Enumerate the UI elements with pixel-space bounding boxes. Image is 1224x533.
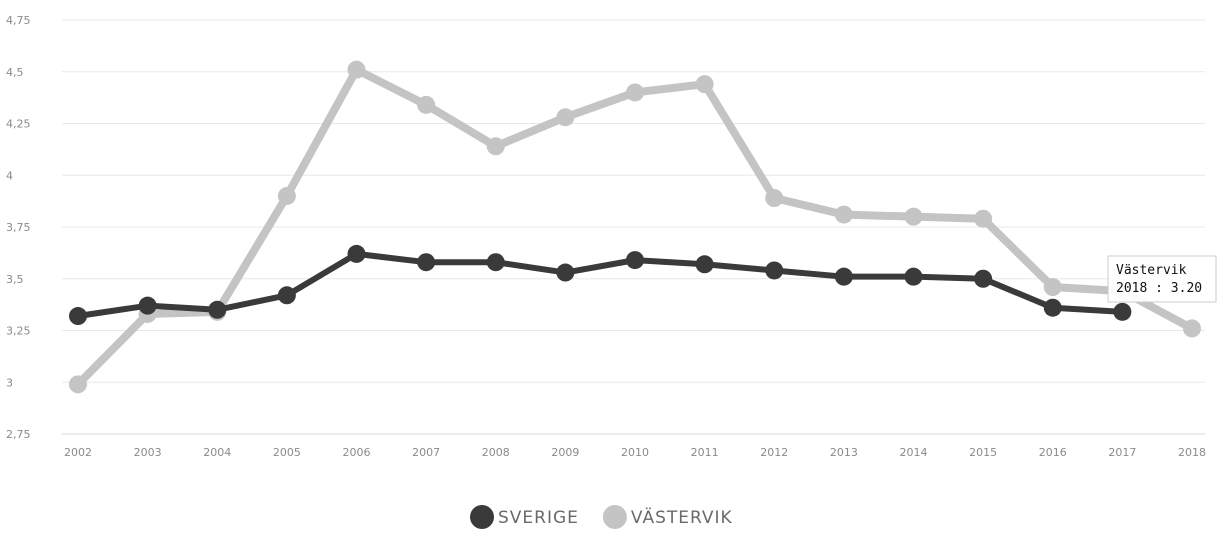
x-tick-label: 2005: [273, 446, 301, 459]
data-point[interactable]: [138, 296, 157, 315]
y-tick-label: 3,75: [6, 221, 31, 234]
legend-label: SVERIGE: [498, 508, 579, 528]
data-point[interactable]: [695, 255, 714, 274]
x-tick-label: 2018: [1178, 446, 1206, 459]
data-point[interactable]: [834, 267, 853, 286]
series-lines: [69, 60, 1201, 394]
tooltip-value: 2018 : 3.20: [1116, 281, 1202, 296]
data-point[interactable]: [277, 186, 296, 205]
legend-item-sverige[interactable]: SVERIGE: [470, 505, 579, 529]
x-tick-label: 2010: [621, 446, 649, 459]
y-tick-label: 4,5: [6, 66, 24, 79]
x-tick-label: 2007: [412, 446, 440, 459]
series-line: [75, 250, 1126, 320]
grid-lines: [62, 19, 1205, 435]
x-tick-label: 2014: [900, 446, 928, 459]
x-tick-label: 2004: [203, 446, 231, 459]
tooltip-series-name: Västervik: [1116, 263, 1187, 278]
data-point[interactable]: [695, 75, 714, 94]
data-point[interactable]: [277, 286, 296, 305]
tooltip-box: [1107, 255, 1217, 303]
y-tick-label: 2,75: [6, 428, 31, 441]
y-axis: 2,75 3 3,25 3,5 3,75 4 4,25 4,5 4,75: [6, 14, 31, 441]
x-tick-label: 2002: [64, 446, 92, 459]
data-point[interactable]: [556, 108, 575, 127]
data-point[interactable]: [556, 263, 575, 282]
x-tick-label: 2015: [969, 446, 997, 459]
data-point[interactable]: [486, 253, 505, 272]
x-tick-label: 2017: [1108, 446, 1136, 459]
data-point[interactable]: [904, 207, 923, 226]
x-tick-label: 2003: [134, 446, 162, 459]
data-point[interactable]: [765, 189, 784, 208]
x-tick-label: 2016: [1039, 446, 1067, 459]
data-point[interactable]: [1043, 298, 1062, 317]
y-tick-label: 3: [6, 376, 13, 389]
legend-label: VÄSTERVIK: [631, 507, 733, 528]
data-point[interactable]: [347, 60, 366, 79]
x-tick-label: 2009: [551, 446, 579, 459]
y-tick-label: 4: [6, 169, 13, 182]
data-point[interactable]: [1043, 278, 1062, 297]
x-tick-label: 2006: [343, 446, 371, 459]
data-point[interactable]: [974, 209, 993, 228]
data-point[interactable]: [69, 375, 87, 394]
x-axis: 2002 2003 2004 2005 2006 2007 2008 2009 2010 2011…: [64, 446, 1206, 459]
legend-item-västervik[interactable]: VÄSTERVIK: [602, 505, 733, 529]
x-tick-label: 2011: [691, 446, 719, 459]
y-tick-label: 4,25: [6, 118, 31, 131]
x-tick-label: 2012: [760, 446, 788, 459]
legend-swatch: [602, 505, 627, 529]
legend[interactable]: SVERIGE VÄSTERVIK: [470, 505, 733, 529]
data-point[interactable]: [1113, 302, 1132, 321]
data-point[interactable]: [208, 300, 227, 319]
data-point[interactable]: [626, 251, 644, 270]
data-point[interactable]: [486, 137, 505, 156]
data-point[interactable]: [904, 267, 923, 286]
data-point[interactable]: [417, 95, 436, 114]
data-point[interactable]: [1183, 319, 1201, 338]
series-sverige: [69, 244, 1132, 326]
data-point[interactable]: [834, 205, 853, 224]
y-tick-label: 4,75: [6, 14, 31, 27]
data-point[interactable]: [69, 307, 87, 326]
x-tick-label: 2008: [482, 446, 510, 459]
data-point[interactable]: [765, 261, 784, 280]
legend-swatch: [470, 505, 494, 529]
x-tick-label: 2013: [830, 446, 858, 459]
data-point[interactable]: [974, 269, 993, 288]
data-point[interactable]: [626, 83, 644, 102]
data-point[interactable]: [347, 244, 366, 263]
data-point[interactable]: [417, 253, 436, 272]
y-tick-label: 3,5: [6, 273, 24, 286]
y-tick-label: 3,25: [6, 325, 31, 338]
tooltip: Västervik 2018 : 3.20: [1107, 255, 1217, 303]
